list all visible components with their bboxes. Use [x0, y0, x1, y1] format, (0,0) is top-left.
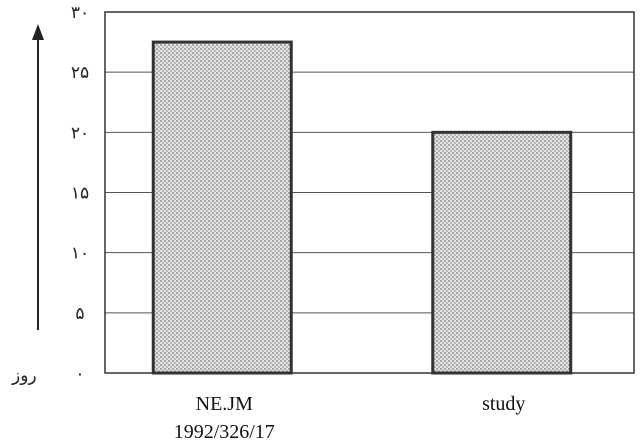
bars [151, 40, 573, 375]
x-category-label: study [482, 393, 525, 415]
x-category-label: NE.JM [196, 393, 253, 415]
y-tick-labels: ۰ ۵ ۱۰ ۱۵ ۲۰ ۲۵ ۳۰ [71, 3, 89, 384]
x-category-label: 1992/326/17 [174, 421, 275, 443]
y-tick-label: ۲۵ [71, 63, 89, 83]
y-tick-label: ۳۰ [71, 3, 89, 23]
y-tick-label: ۰ [75, 364, 84, 384]
y-axis-arrow [32, 24, 44, 330]
y-tick-label: ۲۰ [71, 123, 89, 143]
plot-frame [104, 11, 635, 374]
bar [431, 130, 573, 375]
y-axis-label: روز [11, 366, 37, 386]
y-tick-label: ۱۰ [71, 244, 89, 264]
y-tick-label: ۱۵ [71, 184, 89, 204]
y-tick-label: ۵ [75, 304, 84, 324]
x-category-labels: NE.JM 1992/326/17 study [174, 393, 526, 443]
bar [151, 40, 293, 375]
